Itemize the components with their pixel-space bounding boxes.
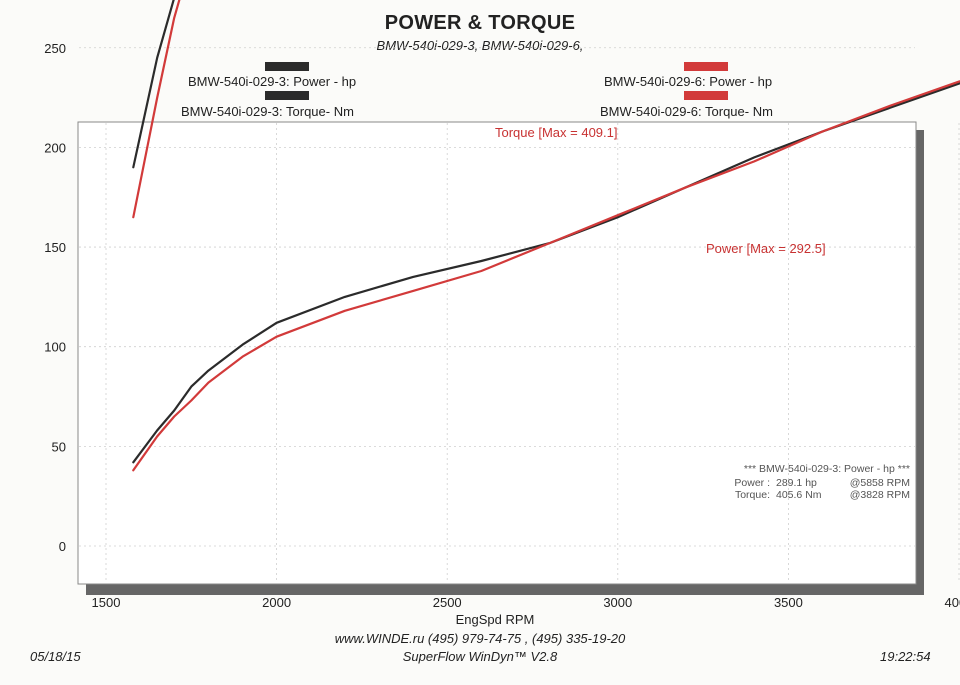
report-date: 05/18/15 bbox=[30, 649, 81, 664]
x-axis-label: EngSpd RPM bbox=[456, 612, 535, 627]
info-power-label: Power : bbox=[734, 477, 770, 489]
chart-subtitle: BMW-540i-029-3, BMW-540i-029-6, bbox=[376, 38, 584, 53]
x-tick-3000: 3000 bbox=[603, 595, 632, 610]
legend-swatch-run1-power bbox=[265, 62, 309, 71]
y-tick-0: 0 bbox=[59, 539, 66, 554]
x-tick-1500: 1500 bbox=[92, 595, 121, 610]
y-tick-50: 50 bbox=[52, 439, 66, 454]
series-lines bbox=[132, 0, 960, 472]
x-tick-labels: 1500200025003000350040004500500055006000 bbox=[92, 595, 960, 610]
power-max-annotation: Power [Max = 292.5] bbox=[706, 241, 826, 256]
legend-swatch-run2-power bbox=[684, 62, 728, 71]
legend-run1-power: BMW-540i-029-3: Power - hp bbox=[188, 74, 357, 89]
footer-software: SuperFlow WinDyn™ V2.8 bbox=[402, 649, 558, 664]
legend-run2-power: BMW-540i-029-6: Power - hp bbox=[604, 74, 773, 89]
legend-swatch-run2-torque bbox=[684, 91, 728, 100]
x-tick-3500: 3500 bbox=[774, 595, 803, 610]
y-tick-250: 250 bbox=[44, 41, 66, 56]
plot-area bbox=[77, 121, 917, 585]
info-torque-rpm: @3828 RPM bbox=[850, 489, 910, 501]
info-power-rpm: @5858 RPM bbox=[850, 477, 910, 489]
info-torque-value: 405.6 Nm bbox=[776, 489, 822, 501]
series-line-2 bbox=[132, 82, 960, 464]
y-tick-100: 100 bbox=[44, 340, 66, 355]
x-tick-2000: 2000 bbox=[262, 595, 291, 610]
x-tick-4000: 4000 bbox=[945, 595, 960, 610]
info-header: *** BMW-540i-029-3: Power - hp *** bbox=[744, 463, 910, 475]
info-torque-label: Torque: bbox=[735, 489, 770, 501]
chart-title: POWER & TORQUE bbox=[384, 12, 576, 34]
y-tick-labels: 050100150200250300350400 bbox=[44, 41, 66, 554]
y-tick-200: 200 bbox=[44, 140, 66, 155]
series-line-3 bbox=[132, 80, 960, 472]
legend-run1-torque: BMW-540i-029-3: Torque- Nm bbox=[181, 104, 354, 119]
x-tick-2500: 2500 bbox=[433, 595, 462, 610]
info-power-value: 289.1 hp bbox=[776, 477, 817, 489]
torque-max-annotation: Torque [Max = 409.1] bbox=[495, 125, 618, 140]
grid bbox=[79, 47, 960, 583]
y-tick-150: 150 bbox=[44, 240, 66, 255]
report-time: 19:22:54 bbox=[880, 649, 931, 664]
legend-swatch-run1-torque bbox=[265, 91, 309, 100]
footer-contacts: www.WINDE.ru (495) 979-74-75 , (495) 335… bbox=[334, 631, 626, 646]
legend-run2-torque: BMW-540i-029-6: Torque- Nm bbox=[600, 104, 773, 119]
peak-info-box: *** BMW-540i-029-3: Power - hp *** Power … bbox=[734, 463, 910, 501]
